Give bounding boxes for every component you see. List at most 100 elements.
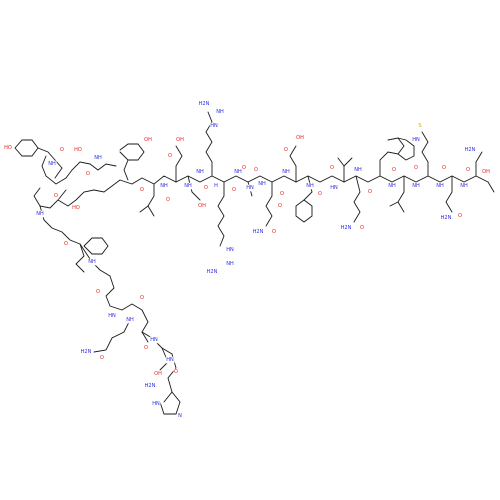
atom-label-background — [252, 228, 265, 236]
atom-label: NH — [282, 169, 290, 175]
atom-label: O — [140, 187, 144, 193]
atom-label-background — [391, 166, 397, 174]
atom-label-background — [153, 370, 163, 378]
atom-label: NH — [196, 169, 204, 175]
atom-label-background — [71, 204, 81, 212]
atom-label: O — [204, 185, 208, 191]
atom-label: NH — [258, 181, 266, 187]
atom-label: H2N — [465, 147, 476, 153]
atom-label: NH — [126, 317, 134, 323]
atom-label-background — [143, 344, 149, 352]
atom-label-background — [277, 202, 283, 210]
atom-label: HN — [226, 247, 234, 253]
atom-label-background — [149, 336, 159, 344]
atom-label-background — [459, 182, 469, 190]
atom-label: O — [242, 165, 246, 171]
atom-label: HN — [330, 185, 338, 191]
atom-label-background — [317, 190, 323, 198]
atom-label-background — [209, 122, 219, 130]
atom-label-background — [183, 182, 193, 190]
atom-label-background — [195, 168, 205, 176]
atom-label-background — [213, 182, 219, 190]
atom-label: N — [178, 413, 182, 419]
atom-label: O — [174, 369, 178, 375]
atom-label: O — [368, 189, 372, 195]
atom-label: O — [140, 295, 144, 301]
atom-label-background — [440, 214, 453, 222]
atom-label: HO — [74, 147, 82, 153]
atom-label-background — [3, 144, 13, 152]
atom-label: OH — [144, 137, 152, 143]
atom-label: O — [360, 225, 364, 231]
atom-label: NH — [306, 183, 314, 189]
atom-label-background — [281, 168, 291, 176]
atom-label-background — [387, 182, 397, 190]
atom-label: O — [64, 241, 68, 247]
atom-label: OH — [296, 135, 304, 141]
atom-label: H2N — [199, 101, 210, 107]
bond-skeleton — [14, 111, 495, 415]
atom-label: NH — [436, 183, 444, 189]
atom-label: O — [414, 165, 418, 171]
atom-label-background — [353, 166, 363, 174]
atom-label-background — [197, 202, 207, 210]
atom-label-background — [80, 348, 93, 356]
atom-label-background — [53, 192, 59, 200]
atom-label-background — [165, 196, 171, 204]
atom-label: NH — [234, 169, 242, 175]
atom-label: NH — [160, 183, 168, 189]
atom-label: H2N — [207, 269, 218, 275]
atom-label: H2N — [341, 225, 352, 231]
atom-label: HN — [166, 357, 174, 363]
atom-label: H2N — [81, 349, 92, 355]
atom-label-background — [279, 190, 285, 198]
atom-label-background — [175, 136, 185, 144]
atom-label: HN — [210, 123, 218, 129]
atom-label: O — [60, 147, 64, 153]
atom-label-background — [329, 184, 339, 192]
atom-label-background — [139, 294, 145, 302]
atom-label: HN — [152, 401, 160, 407]
atom-label-background — [359, 224, 365, 232]
atom-label: O — [54, 193, 58, 199]
atom-label: H2N — [441, 215, 452, 221]
atom-label-background — [93, 154, 103, 162]
atom-label: HO — [72, 205, 80, 211]
atom-label: O — [144, 345, 148, 351]
atom-label-background — [411, 182, 421, 190]
atom-label: O — [466, 167, 470, 173]
atom-label-background — [457, 212, 463, 220]
atom-label-background — [233, 168, 243, 176]
atom-label-background — [215, 108, 225, 116]
atom-label: NH — [88, 259, 96, 265]
atom-label: O — [232, 187, 236, 193]
atom-label-background — [99, 354, 105, 362]
atom-label-background — [481, 168, 491, 176]
atom-label-background — [253, 166, 259, 174]
atom-label-background — [257, 180, 267, 188]
atom-label-background — [139, 186, 145, 194]
atom-label: O — [280, 191, 284, 197]
atom-label-background — [35, 210, 45, 218]
atom-label: NH — [36, 211, 44, 217]
atom-label: HN — [150, 337, 158, 343]
atom-label: O — [166, 197, 170, 203]
atom-label-background — [464, 146, 477, 154]
atom-label-background — [417, 122, 423, 130]
atom-label-background — [241, 164, 247, 172]
atom-label-background — [59, 146, 65, 154]
atom-label: HN — [412, 137, 420, 143]
atom-label: O — [442, 165, 446, 171]
atom-label-background — [165, 356, 175, 364]
atom-label-background — [143, 136, 153, 144]
atom-label: NH — [226, 261, 234, 267]
atom-label-background — [87, 258, 97, 266]
atom-label: HN — [246, 185, 254, 191]
atom-label: NH — [94, 155, 102, 161]
atom-labels: HO O HO NH O NH OH O OH O NH O NH H2N NH… — [3, 100, 491, 420]
atom-label: S — [418, 123, 421, 129]
atom-label: O — [318, 191, 322, 197]
atom-label-background — [225, 246, 235, 254]
